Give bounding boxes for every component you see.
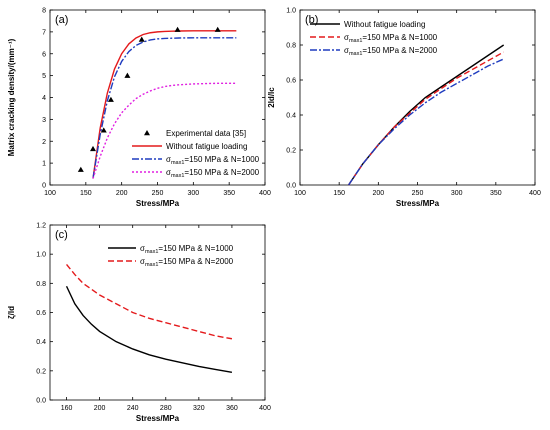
panel-label: (b) bbox=[305, 14, 318, 26]
panel-label: (a) bbox=[55, 14, 68, 26]
x-axis-label: Stress/MPa bbox=[136, 414, 180, 423]
x-tick-label: 250 bbox=[152, 190, 164, 197]
x-tick-label: 100 bbox=[294, 190, 306, 197]
x-tick-label: 240 bbox=[127, 405, 139, 412]
y-tick-label: 0.4 bbox=[36, 339, 46, 346]
y-tick-label: 8 bbox=[42, 8, 46, 15]
legend-marker bbox=[144, 130, 150, 136]
y-tick-label: 1.2 bbox=[36, 223, 46, 230]
x-tick-label: 300 bbox=[187, 190, 199, 197]
x-tick-label: 200 bbox=[94, 405, 106, 412]
y-tick-label: 0.6 bbox=[36, 310, 46, 317]
y-tick-label: 0.4 bbox=[286, 113, 296, 120]
legend-label: σmax1=150 MPa & N=2000 bbox=[344, 46, 438, 57]
legend: Experimental data [35] Without fatigue lo… bbox=[132, 129, 260, 179]
legend-label: σmax1=150 MPa & N=2000 bbox=[140, 257, 234, 268]
x-tick-label: 350 bbox=[490, 190, 502, 197]
x-axis-label: Stress/MPa bbox=[396, 199, 440, 208]
legend-label: σmax1=150 MPa & N=1000 bbox=[140, 244, 234, 255]
x-tick-label: 400 bbox=[529, 190, 541, 197]
legend-item-2: σmax1=150 MPa & N=2000 bbox=[108, 257, 234, 268]
legend: Without fatigue loading σmax1=150 MPa & N… bbox=[310, 20, 438, 57]
legend-label: Without fatigue loading bbox=[344, 20, 425, 29]
chart-panel-b: 100 150 200 250 300 350 400 0.0 0.2 0.4 0.6 0.8 1.0 S… bbox=[267, 8, 541, 209]
data-point-triangle bbox=[174, 26, 181, 32]
x-tick-label: 400 bbox=[259, 190, 271, 197]
y-tick-label: 0 bbox=[42, 183, 46, 190]
legend-label: σmax1=150 MPa & N=2000 bbox=[166, 168, 260, 179]
y-tick-label: 3 bbox=[42, 117, 46, 124]
y-tick-label: 4 bbox=[42, 95, 46, 102]
data-point-triangle bbox=[214, 26, 221, 32]
y-tick-label: 1.0 bbox=[36, 252, 46, 259]
legend-label: σmax1=150 MPa & N=1000 bbox=[344, 33, 438, 44]
legend-item-1: Without fatigue loading bbox=[132, 142, 247, 151]
data-point-triangle bbox=[107, 96, 114, 102]
legend-item-3: σmax1=150 MPa & N=2000 bbox=[132, 168, 260, 179]
x-axis-label: Stress/MPa bbox=[136, 199, 180, 208]
series-line-1 bbox=[92, 30, 237, 179]
x-tick-label: 150 bbox=[80, 190, 92, 197]
x-tick-label: 280 bbox=[160, 405, 172, 412]
x-tick-label: 200 bbox=[116, 190, 128, 197]
y-tick-label: 0.6 bbox=[286, 78, 296, 85]
y-axis-label: 2ld/lc bbox=[267, 87, 276, 108]
y-tick-label: 0.0 bbox=[286, 183, 296, 190]
y-tick-label: 0.8 bbox=[286, 43, 296, 50]
series-line-1 bbox=[347, 44, 505, 186]
panel-label: (c) bbox=[55, 229, 68, 241]
chart-panel-c: 160 200 240 280 320 360 400 0.0 0.2 0.4 0.6 0.8 1.0 1… bbox=[7, 223, 271, 424]
legend-item-2: σmax1=150 MPa & N=1000 bbox=[132, 155, 260, 166]
data-point-triangle bbox=[124, 72, 131, 78]
series-line-2 bbox=[65, 263, 233, 340]
data-point-triangle bbox=[138, 36, 145, 42]
y-tick-label: 1.0 bbox=[286, 8, 296, 15]
y-axis-label: Matrix cracking density/(mm⁻¹) bbox=[7, 38, 16, 156]
series-line-2 bbox=[347, 51, 505, 186]
data-point-triangle bbox=[90, 145, 96, 152]
legend-label: σmax1=150 MPa & N=1000 bbox=[166, 155, 260, 166]
legend-label: Experimental data [35] bbox=[166, 129, 246, 138]
series-line-3 bbox=[347, 58, 504, 186]
chart-panel-a: 100 150 200 250 300 350 400 0 1 2 3 4 5 6 7 8 Stress/MPa… bbox=[7, 8, 271, 209]
y-tick-label: 0.8 bbox=[36, 281, 46, 288]
legend-item-3: σmax1=150 MPa & N=2000 bbox=[310, 46, 438, 57]
x-tick-label: 250 bbox=[412, 190, 424, 197]
series-line-3 bbox=[92, 82, 237, 179]
legend-item-scatter: Experimental data [35] bbox=[144, 129, 246, 138]
y-tick-label: 7 bbox=[42, 29, 46, 36]
legend: σmax1=150 MPa & N=1000 σmax1=150 MPa & N=… bbox=[108, 244, 234, 268]
legend-item-1: Without fatigue loading bbox=[310, 20, 425, 29]
x-tick-label: 350 bbox=[223, 190, 235, 197]
legend-item-2: σmax1=150 MPa & N=1000 bbox=[310, 33, 438, 44]
y-tick-label: 2 bbox=[42, 139, 46, 146]
legend-label: Without fatigue loading bbox=[166, 142, 247, 151]
x-tick-label: 360 bbox=[226, 405, 238, 412]
series-line-1 bbox=[65, 285, 233, 373]
x-tick-label: 400 bbox=[259, 405, 271, 412]
y-tick-label: 0.2 bbox=[286, 148, 296, 155]
series-line-2 bbox=[92, 37, 237, 179]
data-point-triangle bbox=[77, 166, 84, 172]
x-tick-label: 100 bbox=[44, 190, 56, 197]
legend-item-1: σmax1=150 MPa & N=1000 bbox=[108, 244, 234, 255]
x-tick-label: 200 bbox=[372, 190, 384, 197]
y-tick-label: 0.2 bbox=[36, 368, 46, 375]
x-tick-label: 320 bbox=[193, 405, 205, 412]
y-tick-label: 0.0 bbox=[36, 398, 46, 405]
data-point-triangle bbox=[100, 127, 107, 133]
y-tick-label: 1 bbox=[42, 161, 46, 168]
y-tick-label: 6 bbox=[42, 51, 46, 58]
x-tick-label: 300 bbox=[451, 190, 463, 197]
y-tick-label: 5 bbox=[42, 73, 46, 80]
y-axis-label: ζ/ld bbox=[7, 306, 16, 319]
x-tick-label: 160 bbox=[61, 405, 73, 412]
x-tick-label: 150 bbox=[333, 190, 345, 197]
